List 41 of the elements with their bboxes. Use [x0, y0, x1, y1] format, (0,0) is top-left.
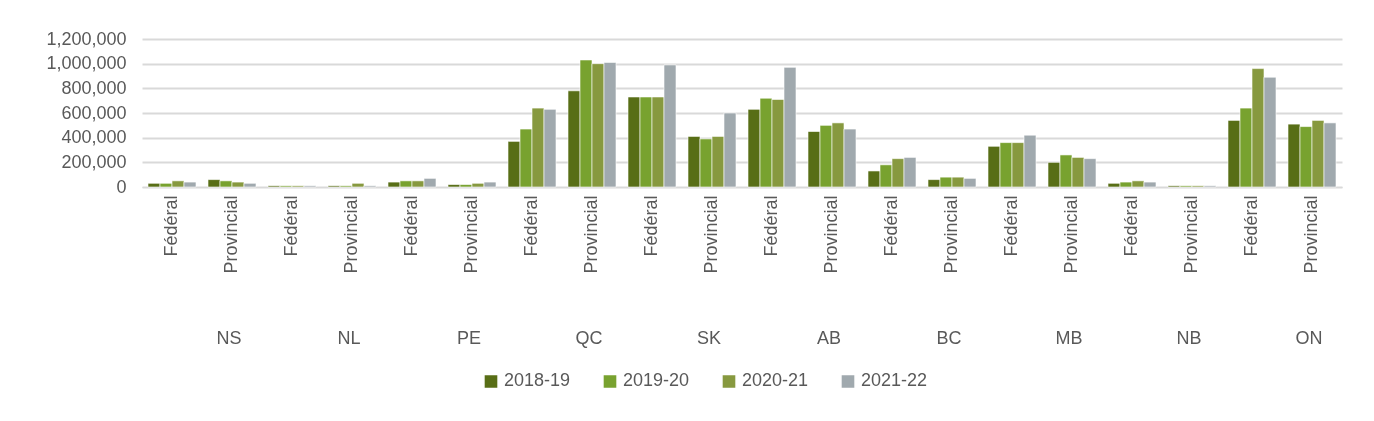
- x-tick-label: Provincial: [941, 195, 961, 274]
- text: QC: [575, 328, 603, 348]
- x-tick-label: Provincial: [1181, 195, 1201, 274]
- y-tick-label: 1,200,000: [46, 28, 127, 49]
- text: BC: [936, 328, 962, 348]
- x-tick-label: Provincial: [461, 195, 481, 274]
- x-tick-label: Fédéral: [641, 195, 661, 257]
- legend-label: 2019-20: [623, 370, 690, 391]
- x-tick-label: Provincial: [821, 195, 841, 274]
- x-tick-label: Fédéral: [761, 195, 781, 257]
- legend-label: 2021-22: [861, 370, 928, 391]
- x-tick-label: Fédéral: [1241, 195, 1261, 257]
- text: NB: [1176, 328, 1202, 348]
- text: NL: [337, 328, 361, 348]
- x-tick-label: Provincial: [701, 195, 721, 274]
- text: PE: [456, 328, 482, 348]
- y-tick-label: 400,000: [61, 127, 127, 148]
- y-tick-label: 200,000: [61, 151, 127, 172]
- y-tick-label: 0: [116, 176, 127, 197]
- x-tick-label: Provincial: [341, 195, 361, 274]
- x-tick-label: Fédéral: [1001, 195, 1021, 257]
- y-tick-label: 800,000: [61, 77, 127, 98]
- y-tick-label: 600,000: [61, 102, 127, 123]
- x-tick-label: Provincial: [221, 195, 241, 274]
- text: AB: [816, 328, 842, 348]
- x-tick-label: Provincial: [581, 195, 601, 274]
- x-tick-label: Provincial: [1301, 195, 1321, 274]
- y-tick-label: 1,000,000: [46, 53, 127, 74]
- x-tick-label: Fédéral: [881, 195, 901, 257]
- x-tick-label: Fédéral: [521, 195, 541, 257]
- legend-label: 2018-19: [504, 370, 571, 391]
- x-tick-label: Fédéral: [401, 195, 421, 257]
- x-tick-label: Provincial: [1061, 195, 1081, 274]
- x-tick-label: Fédéral: [161, 195, 181, 257]
- text: NS: [216, 328, 242, 348]
- x-tick-label: Fédéral: [1121, 195, 1141, 257]
- text: SK: [696, 328, 722, 348]
- text: MB: [1055, 328, 1083, 348]
- x-tick-label: Fédéral: [281, 195, 301, 257]
- legend-label: 2020-21: [742, 370, 809, 391]
- text: ON: [1295, 328, 1323, 348]
